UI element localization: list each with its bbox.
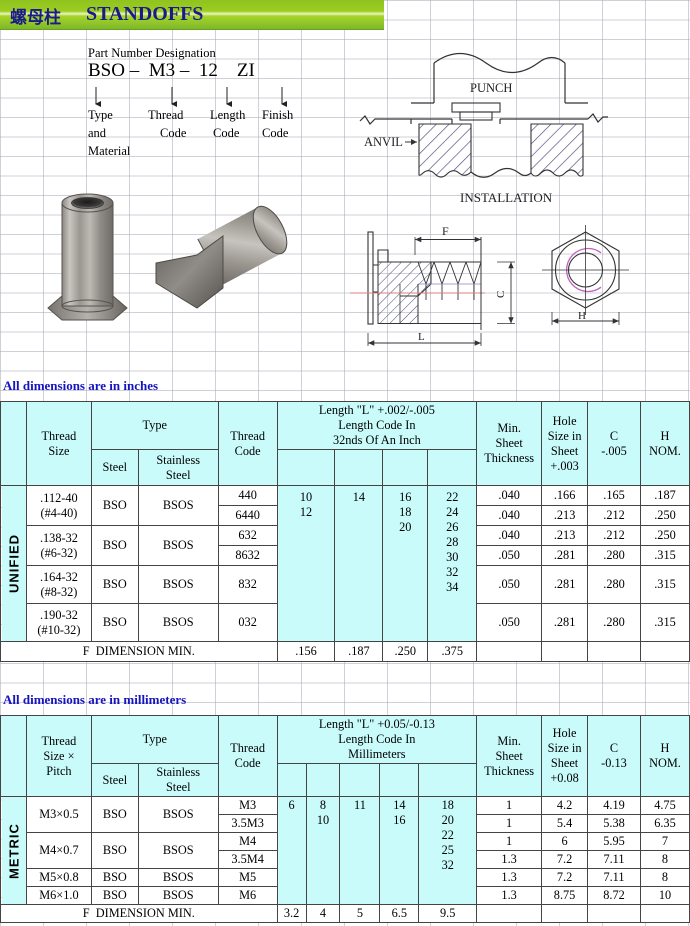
svg-text:H: H [578,310,586,322]
